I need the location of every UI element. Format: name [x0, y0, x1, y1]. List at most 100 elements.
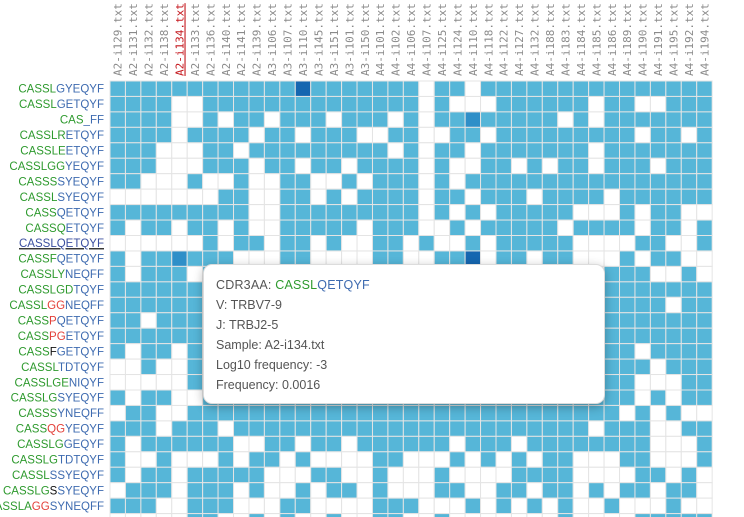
heatmap-cell[interactable] [294, 188, 312, 206]
heatmap-cell[interactable] [217, 111, 235, 128]
row-label[interactable]: CASSLGGNEQFF [9, 300, 104, 312]
row-label[interactable]: CASSSYNEQFF [18, 408, 104, 420]
heatmap-cell[interactable] [665, 188, 682, 206]
heatmap-cell[interactable] [294, 435, 312, 453]
heatmap-cell[interactable] [371, 111, 389, 128]
heatmap-cell[interactable] [233, 173, 250, 190]
heatmap-cell[interactable] [217, 404, 235, 422]
heatmap-cell[interactable] [510, 497, 528, 515]
heatmap-cell[interactable] [619, 451, 636, 468]
heatmap-cell[interactable] [665, 343, 682, 360]
heatmap-cell[interactable] [603, 219, 621, 237]
heatmap-cell[interactable] [140, 327, 157, 345]
heatmap-cell[interactable] [155, 250, 173, 267]
heatmap-cell[interactable] [603, 173, 621, 190]
heatmap-cell[interactable] [649, 250, 667, 267]
heatmap-cell[interactable] [371, 482, 389, 499]
heatmap-cell[interactable] [526, 451, 543, 468]
heatmap-cell[interactable] [526, 420, 543, 437]
heatmap-cell[interactable] [572, 142, 590, 159]
heatmap-cell[interactable] [371, 451, 389, 468]
heatmap-cell[interactable] [495, 466, 512, 484]
heatmap-cell[interactable] [109, 250, 126, 267]
heatmap-cell[interactable] [696, 435, 713, 453]
heatmap-cell[interactable] [634, 312, 651, 329]
heatmap-cell[interactable] [248, 111, 265, 128]
heatmap-cell[interactable] [696, 111, 713, 128]
heatmap-cell[interactable] [155, 374, 173, 391]
heatmap-cell[interactable] [155, 482, 173, 499]
heatmap-cell[interactable] [248, 142, 265, 159]
column-label[interactable]: A2-i134.txt [173, 3, 186, 76]
heatmap-cell[interactable] [155, 312, 173, 329]
heatmap-cell[interactable] [480, 482, 497, 499]
heatmap-cell[interactable] [433, 219, 451, 237]
heatmap-cell[interactable] [449, 219, 466, 237]
heatmap-cell[interactable] [279, 482, 296, 499]
heatmap-cell[interactable] [480, 497, 497, 515]
heatmap-cell[interactable] [248, 513, 265, 517]
heatmap-cell[interactable] [588, 188, 605, 206]
heatmap-cell[interactable] [541, 451, 559, 468]
heatmap-cell[interactable] [572, 219, 590, 237]
heatmap-cell[interactable] [155, 435, 173, 453]
heatmap-cell[interactable] [186, 296, 204, 314]
heatmap-cell[interactable] [140, 513, 157, 517]
heatmap-cell[interactable] [557, 235, 574, 252]
heatmap-cell[interactable] [294, 513, 312, 517]
row-label[interactable]: CASSLTDTQYF [21, 362, 104, 374]
column-label[interactable]: A3-i151.txt [328, 3, 341, 76]
heatmap-cell[interactable] [186, 404, 204, 422]
heatmap-cell[interactable] [124, 157, 142, 175]
heatmap-cell[interactable] [634, 265, 651, 283]
heatmap-cell[interactable] [634, 188, 651, 206]
heatmap-cell[interactable] [171, 374, 188, 391]
heatmap-cell[interactable] [603, 358, 621, 376]
heatmap-cell[interactable] [588, 80, 605, 97]
heatmap-cell[interactable] [449, 466, 466, 484]
heatmap-cell[interactable] [387, 497, 404, 515]
heatmap-cell[interactable] [619, 126, 636, 144]
column-label[interactable]: A3-i145.txt [312, 3, 325, 76]
heatmap-cell[interactable] [588, 126, 605, 144]
heatmap-cell[interactable] [572, 80, 590, 97]
heatmap-cell[interactable] [495, 435, 512, 453]
heatmap-cell[interactable] [325, 204, 343, 221]
heatmap-cell[interactable] [171, 497, 188, 515]
heatmap-cell[interactable] [418, 235, 435, 252]
heatmap-cell[interactable] [541, 513, 559, 517]
heatmap-cell[interactable] [603, 327, 621, 345]
heatmap-cell[interactable] [665, 513, 682, 517]
heatmap-cell[interactable] [186, 420, 204, 437]
heatmap-cell[interactable] [696, 389, 713, 406]
heatmap-cell[interactable] [680, 188, 698, 206]
heatmap-cell[interactable] [634, 343, 651, 360]
heatmap-cell[interactable] [665, 95, 682, 113]
heatmap-cell[interactable] [619, 219, 636, 237]
heatmap-cell[interactable] [619, 235, 636, 252]
heatmap-cell[interactable] [186, 497, 204, 515]
heatmap-cell[interactable] [541, 466, 559, 484]
heatmap-cell[interactable] [495, 80, 512, 97]
heatmap-cell[interactable] [124, 281, 142, 298]
heatmap-cell[interactable] [294, 142, 312, 159]
heatmap-cell[interactable] [248, 219, 265, 237]
heatmap-cell[interactable] [433, 142, 451, 159]
heatmap-cell[interactable] [603, 343, 621, 360]
heatmap-cell[interactable] [449, 188, 466, 206]
heatmap-cell[interactable] [464, 404, 482, 422]
heatmap-cell[interactable] [526, 513, 543, 517]
heatmap-cell[interactable] [310, 188, 327, 206]
heatmap-cell[interactable] [696, 126, 713, 144]
heatmap-cell[interactable] [109, 204, 126, 221]
heatmap-cell[interactable] [109, 451, 126, 468]
heatmap-cell[interactable] [310, 142, 327, 159]
heatmap-cell[interactable] [495, 126, 512, 144]
heatmap-cell[interactable] [510, 80, 528, 97]
heatmap-cell[interactable] [526, 482, 543, 499]
heatmap-cell[interactable] [649, 466, 667, 484]
heatmap-cell[interactable] [371, 435, 389, 453]
heatmap-cell[interactable] [526, 95, 543, 113]
heatmap-cell[interactable] [387, 219, 404, 237]
heatmap-cell[interactable] [155, 80, 173, 97]
